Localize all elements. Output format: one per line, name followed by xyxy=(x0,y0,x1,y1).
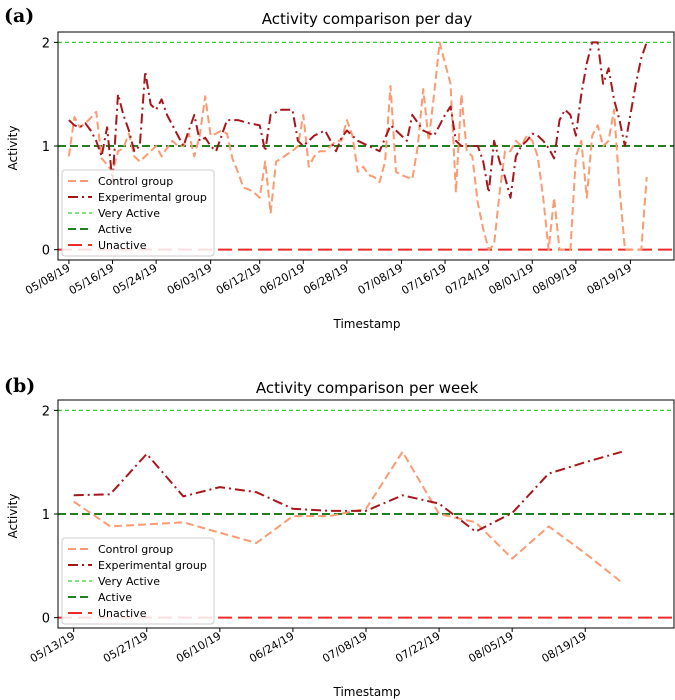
legend: Control group Experimental group Very Acti… xyxy=(61,537,215,625)
x-tick-label: 05/16/19 xyxy=(67,261,116,297)
legend-entry: Very Active xyxy=(98,207,160,220)
y-tick-label: 2 xyxy=(42,404,50,419)
x-tick-label: 07/08/19 xyxy=(320,629,369,665)
panel-label: (a) xyxy=(4,5,34,27)
legend-box xyxy=(61,169,215,257)
x-tick-label: 06/20/19 xyxy=(258,261,307,297)
legend-entry: Active xyxy=(98,591,132,604)
x-tick-label: 06/10/19 xyxy=(174,629,223,665)
y-tick-label: 0 xyxy=(42,612,50,627)
panel-a: (a) Activity comparison per day Timestam… xyxy=(4,5,675,331)
series-line xyxy=(68,41,648,199)
chart-title: Activity comparison per day xyxy=(262,10,473,28)
x-tick-label: 05/08/19 xyxy=(23,261,72,297)
x-tick-label: 07/24/19 xyxy=(443,261,492,297)
panel-b: (b) Activity comparison per week Timesta… xyxy=(4,375,675,699)
plot-area: 0 1 2 05/13/19 05/27/19 06/10/19 06/24/19 07/08… xyxy=(28,399,675,665)
legend-entry: Control group xyxy=(98,543,173,556)
x-axis-label: Timestamp xyxy=(333,317,401,331)
x-tick-label: 07/08/19 xyxy=(356,261,405,297)
x-tick-label: 06/28/19 xyxy=(301,261,350,297)
y-tick-label: 0 xyxy=(42,244,50,259)
panel-label: (b) xyxy=(4,375,35,397)
x-tick-label: 05/24/19 xyxy=(110,261,159,297)
legend-entry: Experimental group xyxy=(98,191,207,204)
series-line xyxy=(73,450,623,584)
x-tick-label: 08/19/19 xyxy=(539,629,588,665)
series-line xyxy=(73,450,623,533)
y-tick-label: 1 xyxy=(42,508,50,523)
y-axis-label: Activity xyxy=(6,494,20,539)
x-tick-label: 05/27/19 xyxy=(101,629,150,665)
legend-box xyxy=(61,537,215,625)
chart-title: Activity comparison per week xyxy=(256,379,479,397)
x-tick-label: 08/19/19 xyxy=(585,261,634,297)
x-tick-label: 05/13/19 xyxy=(28,629,77,665)
y-tick-label: 1 xyxy=(42,140,50,155)
x-tick-label: 07/22/19 xyxy=(393,629,442,665)
x-tick-label: 06/12/19 xyxy=(214,261,263,297)
legend: Control group Experimental group Very Acti… xyxy=(61,169,215,257)
legend-entry: Unactive xyxy=(98,607,147,620)
x-axis-label: Timestamp xyxy=(333,685,401,699)
y-tick-label: 2 xyxy=(42,36,50,51)
y-axis-label: Activity xyxy=(6,126,20,171)
series-line xyxy=(67,41,648,251)
legend-entry: Very Active xyxy=(98,575,160,588)
x-tick-label: 06/24/19 xyxy=(247,629,296,665)
x-tick-label: 08/01/19 xyxy=(486,261,535,297)
legend-entry: Control group xyxy=(98,175,173,188)
legend-entry: Active xyxy=(98,223,132,236)
legend-entry: Unactive xyxy=(98,239,147,252)
x-tick-label: 06/03/19 xyxy=(165,261,214,297)
legend-entry: Experimental group xyxy=(98,559,207,572)
x-tick-label: 08/05/19 xyxy=(466,629,515,665)
x-tick-label: 08/09/19 xyxy=(530,261,579,297)
x-tick-label: 07/16/19 xyxy=(399,261,448,297)
